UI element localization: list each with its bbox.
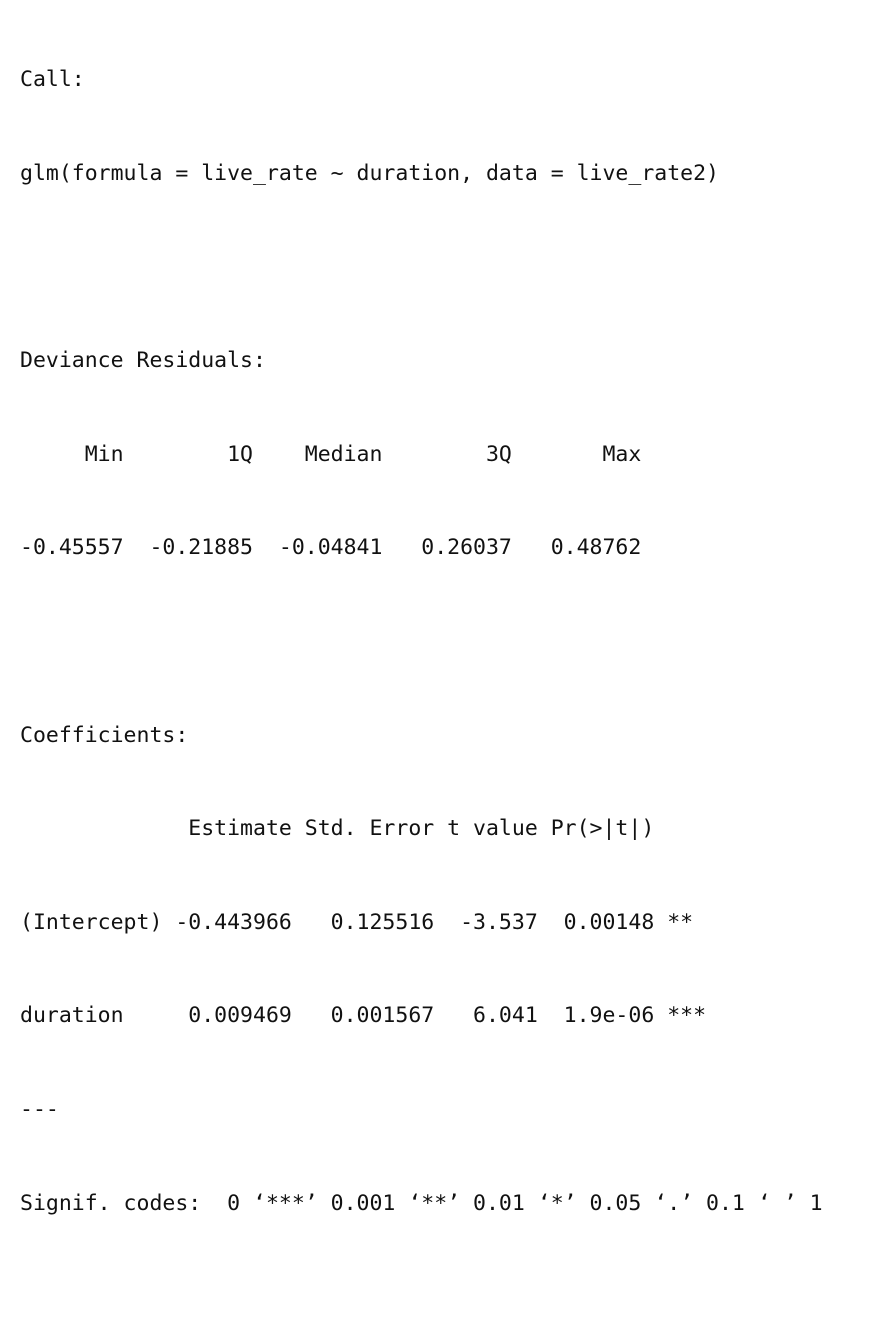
call-label: Call: (20, 67, 85, 93)
coefficient-row: duration 0.009469 0.001567 6.041 1.9e-06… (20, 1003, 707, 1029)
page: Call: glm(formula = live_rate ~ duration… (20, 67, 823, 1216)
separator: --- (20, 1096, 59, 1122)
residuals-header: Min 1Q Median 3Q Max (20, 441, 642, 467)
signif-codes: Signif. codes: 0 ‘***’ 0.001 ‘**’ 0.01 ‘… (20, 1190, 823, 1216)
residuals-label: Deviance Residuals: (20, 348, 266, 374)
coefficients-label: Coefficients: (20, 722, 189, 748)
coefficient-row: (Intercept) -0.443966 0.125516 -3.537 0.… (20, 909, 694, 935)
call-formula: glm(formula = live_rate ~ duration, data… (20, 161, 719, 186)
residuals-values: -0.45557 -0.21885 -0.04841 0.26037 0.487… (20, 535, 642, 561)
console-output: Call: glm(formula = live_rate ~ duration… (20, 2, 861, 1344)
coefficients-header: Estimate Std. Error t value Pr(>|t|) (20, 816, 655, 842)
